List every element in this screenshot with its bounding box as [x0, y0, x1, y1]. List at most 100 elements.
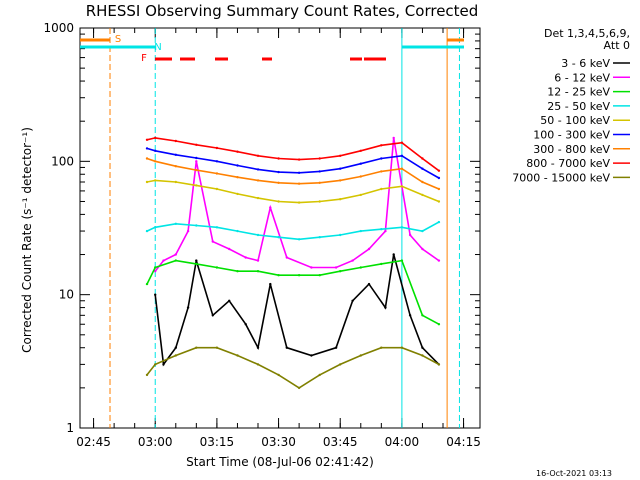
data-point — [421, 247, 424, 251]
data-point — [256, 168, 260, 171]
legend-entry-label: 100 - 300 keV — [533, 129, 610, 142]
data-point — [154, 160, 157, 163]
data-point — [145, 138, 149, 141]
legend-title: Att 0 — [604, 39, 630, 52]
data-point — [380, 157, 383, 160]
data-point — [174, 253, 177, 256]
data-point — [351, 259, 354, 262]
data-point — [339, 154, 342, 157]
data-point — [339, 270, 342, 273]
data-point — [174, 153, 177, 156]
data-point — [195, 259, 198, 262]
data-point — [380, 262, 383, 266]
data-point — [215, 226, 219, 229]
data-point — [145, 157, 149, 160]
data-point — [285, 256, 288, 259]
data-point — [359, 149, 362, 152]
data-point — [256, 179, 260, 182]
series-line-7 — [146, 137, 440, 172]
data-point — [339, 233, 342, 237]
data-point — [195, 156, 198, 160]
y-tick-label: 100 — [51, 154, 74, 168]
data-point — [195, 143, 198, 146]
data-point — [437, 259, 441, 262]
data-point — [244, 323, 247, 326]
data-point — [297, 182, 301, 185]
legend-entry-label: 3 - 6 keV — [561, 57, 610, 70]
data-point — [297, 386, 301, 390]
data-point — [277, 236, 280, 239]
data-point — [174, 180, 177, 184]
data-point — [400, 185, 404, 188]
data-point — [186, 229, 190, 233]
data-point — [437, 323, 441, 326]
data-point — [384, 306, 387, 309]
data-point — [162, 259, 165, 262]
data-point — [437, 200, 441, 203]
data-point — [437, 220, 441, 224]
data-point — [392, 253, 395, 256]
data-point — [174, 165, 177, 168]
data-point — [211, 314, 214, 317]
data-point — [195, 184, 198, 187]
data-point — [380, 187, 383, 191]
data-point — [359, 162, 362, 165]
data-point — [421, 354, 424, 357]
data-point — [297, 274, 301, 277]
data-point — [154, 270, 157, 273]
data-point — [297, 171, 301, 174]
data-point — [154, 179, 157, 182]
data-point — [421, 157, 424, 160]
data-point — [408, 233, 412, 237]
data-point — [318, 373, 321, 377]
y-tick-label: 1000 — [43, 21, 74, 35]
data-point — [145, 147, 149, 150]
data-point — [437, 363, 441, 366]
data-point — [380, 228, 383, 231]
x-tick-label: 03:15 — [200, 435, 235, 449]
data-point — [318, 157, 321, 160]
data-point — [145, 180, 149, 184]
flag-label: S — [115, 34, 121, 45]
data-point — [269, 206, 272, 209]
data-point — [236, 176, 239, 179]
data-point — [269, 282, 272, 286]
data-point — [277, 274, 280, 277]
data-point — [154, 226, 157, 229]
legend-entry-label: 800 - 7000 keV — [526, 157, 610, 170]
data-point — [359, 354, 362, 357]
data-point — [215, 266, 219, 269]
y-tick-label: 1 — [66, 421, 74, 435]
x-tick-label: 03:45 — [323, 435, 358, 449]
series-line-4 — [146, 179, 440, 204]
data-point — [384, 229, 387, 233]
data-point — [380, 170, 383, 173]
data-point — [162, 363, 165, 366]
data-point — [359, 266, 362, 269]
data-point — [318, 170, 321, 173]
data-point — [277, 200, 280, 203]
x-tick-label: 04:15 — [446, 435, 481, 449]
data-point — [367, 247, 371, 251]
legend-entry-label: 50 - 100 keV — [540, 114, 610, 127]
data-point — [318, 200, 321, 203]
data-point — [145, 229, 149, 233]
legend-entry-label: 300 - 800 keV — [533, 143, 610, 156]
data-point — [195, 168, 198, 172]
data-point — [195, 346, 198, 349]
data-point — [392, 136, 395, 140]
data-point — [421, 346, 424, 349]
x-axis-label: Start Time (08-Jul-06 02:41:42) — [186, 455, 374, 469]
data-point — [437, 169, 441, 172]
data-point — [359, 193, 362, 197]
data-point — [256, 270, 260, 273]
plot-area: 1 10 100 1000 02:45 03:00 03:15 03:30 03:45 04:00… — [43, 21, 480, 449]
data-point — [145, 373, 149, 377]
data-point — [195, 224, 198, 227]
data-point — [215, 346, 219, 349]
data-point — [174, 139, 177, 143]
x-tick-label: 03:30 — [261, 435, 296, 449]
data-point — [339, 179, 342, 182]
